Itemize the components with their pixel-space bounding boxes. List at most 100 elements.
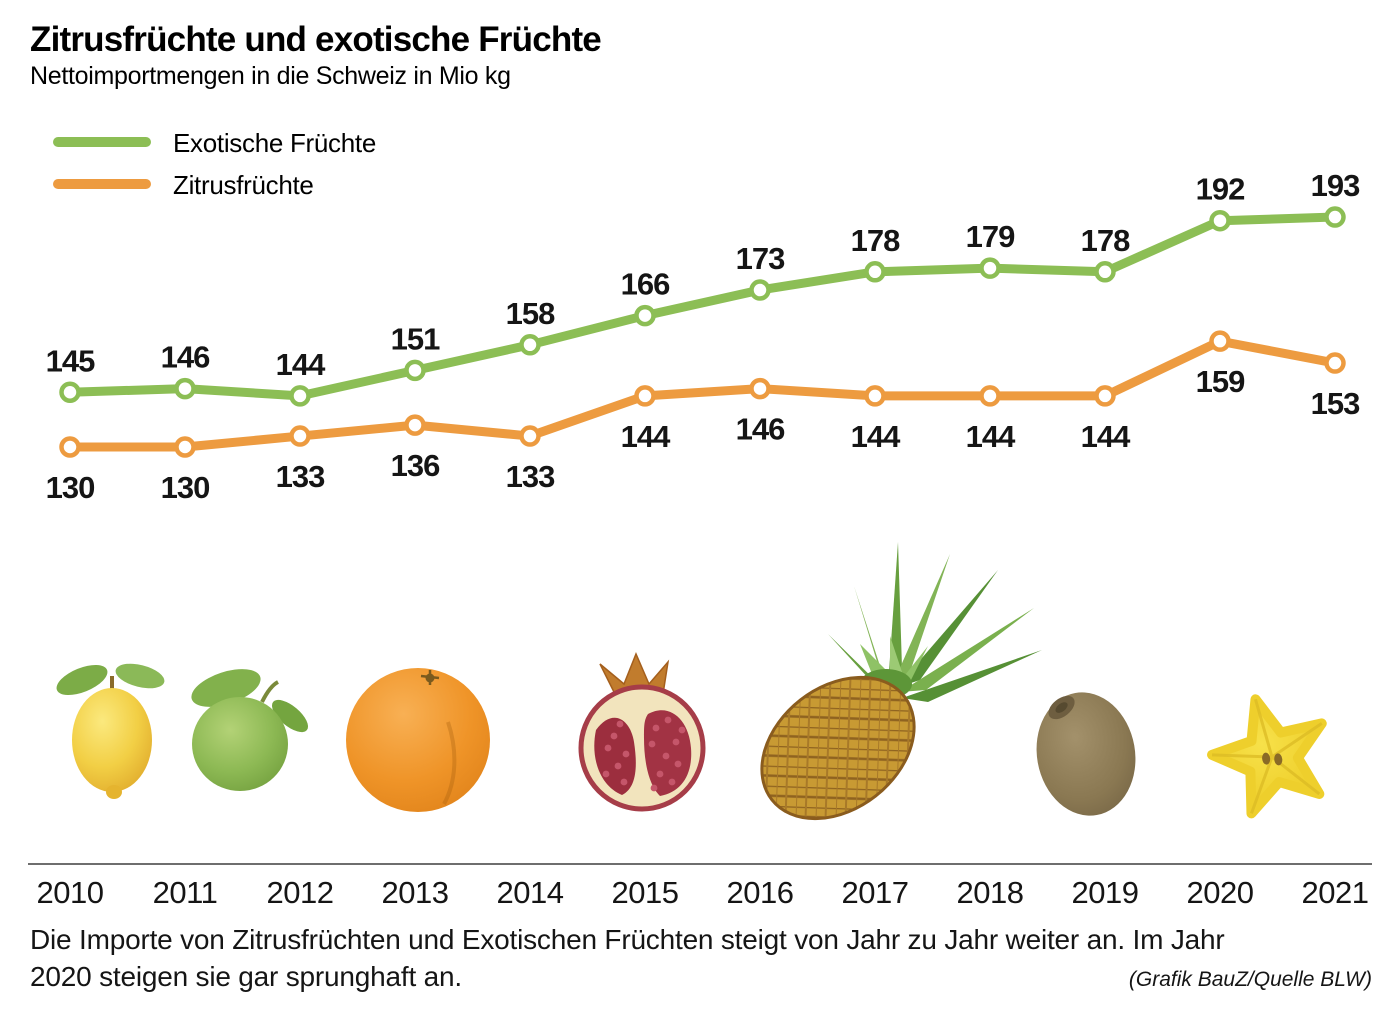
legend-swatch-exotische (53, 137, 151, 147)
legend-label-zitrus: Zitrusfrüchte (173, 170, 314, 200)
data-label: 145 (46, 343, 95, 378)
data-point (1324, 206, 1346, 228)
year-label: 2012 (267, 875, 334, 910)
orange-image (346, 668, 490, 812)
data-label: 144 (966, 419, 1016, 454)
lime-stem (260, 680, 280, 703)
data-label: 133 (276, 459, 325, 494)
data-label: 130 (46, 470, 95, 505)
lemon-leaf (56, 664, 108, 696)
data-point (634, 385, 656, 407)
data-label: 178 (851, 223, 900, 258)
legend-label-exotische: Exotische Früchte (173, 128, 376, 158)
pomegranate-image (578, 652, 706, 812)
data-point (289, 385, 311, 407)
fruit-row (56, 542, 1327, 821)
starfruit-seed (1274, 753, 1283, 766)
data-point (864, 385, 886, 407)
data-point (1209, 330, 1231, 352)
data-point (979, 257, 1001, 279)
data-point (289, 425, 311, 447)
data-point (59, 436, 81, 458)
series-line-0 (65, 212, 1340, 401)
kiwi-image (1036, 692, 1136, 816)
data-label: 153 (1311, 386, 1360, 421)
data-label: 144 (851, 419, 901, 454)
lemon-stem (110, 676, 114, 690)
year-label: 2018 (957, 875, 1024, 910)
data-point (519, 334, 541, 356)
orange-body (346, 668, 490, 812)
data-point (59, 381, 81, 403)
year-label: 2016 (727, 875, 794, 910)
page-title: Zitrusfrüchte und exotische Früchte (30, 20, 602, 59)
page-subtitle: Nettoimportmengen in die Schweiz in Mio … (30, 62, 511, 90)
pineapple-image (760, 542, 1042, 821)
data-point (174, 436, 196, 458)
year-label: 2014 (497, 875, 564, 910)
data-label: 159 (1196, 364, 1245, 399)
year-label: 2020 (1187, 875, 1254, 910)
source-credit: (Grafik BauZ/Quelle BLW) (1128, 968, 1372, 991)
lemon-leaf (115, 663, 165, 689)
data-point (749, 377, 771, 400)
data-point (519, 425, 541, 447)
year-label: 2019 (1072, 875, 1139, 910)
data-point (979, 385, 1001, 407)
data-point (634, 304, 656, 327)
legend-swatch-zitrus (53, 179, 151, 189)
kiwi-body (1036, 692, 1136, 816)
data-point (1094, 385, 1116, 407)
lime-body (192, 697, 288, 791)
year-label: 2011 (153, 875, 218, 910)
data-label: 136 (391, 448, 440, 483)
year-label: 2010 (37, 875, 104, 910)
year-label: 2021 (1302, 875, 1369, 910)
series-line-1 (65, 336, 1340, 452)
data-label: 179 (966, 219, 1015, 254)
orange-crease (442, 721, 457, 805)
pineapple-crown (828, 542, 1042, 702)
data-point (749, 279, 771, 301)
year-label: 2017 (842, 875, 909, 910)
kiwi-stem-center (1055, 702, 1068, 713)
year-label: 2015 (612, 875, 679, 910)
data-label: 146 (161, 340, 210, 375)
data-label: 151 (391, 321, 440, 356)
year-label: 2013 (382, 875, 449, 910)
starfruit-ridges (1211, 698, 1323, 814)
chart-layer: 145 146 144 151 158 166 173 178 179 178 192 193 130 1… (28, 168, 1372, 910)
starfruit-image (1207, 694, 1327, 819)
data-point (1094, 261, 1116, 283)
data-label: 144 (621, 419, 671, 454)
lime-leaf (271, 699, 309, 733)
data-point (864, 261, 886, 283)
data-label: 130 (161, 470, 210, 505)
data-label: 178 (1081, 223, 1130, 258)
data-point (1209, 209, 1231, 232)
lemon-tip (106, 785, 122, 799)
starfruit-seed (1262, 752, 1271, 765)
orange-calyx-detail (420, 670, 440, 685)
data-label: 146 (736, 412, 785, 447)
data-label: 133 (506, 459, 555, 494)
data-label: 173 (736, 241, 785, 276)
caption-text: Die Importe von Zitrusfrüchten und Exoti… (30, 924, 1225, 992)
data-point (404, 359, 426, 382)
lime-image (191, 669, 309, 791)
data-label: 144 (1081, 419, 1131, 454)
data-label: 192 (1196, 172, 1245, 207)
lemon-image (56, 663, 165, 799)
data-point (404, 414, 426, 436)
lemon-body (72, 688, 152, 792)
pomegranate-seeds (602, 716, 686, 792)
pineapple-body (760, 675, 916, 821)
data-label: 144 (276, 347, 326, 382)
data-point (1324, 352, 1346, 374)
data-label: 158 (506, 296, 555, 331)
data-label: 193 (1311, 168, 1360, 203)
data-point (174, 377, 196, 400)
data-label: 166 (621, 267, 670, 302)
